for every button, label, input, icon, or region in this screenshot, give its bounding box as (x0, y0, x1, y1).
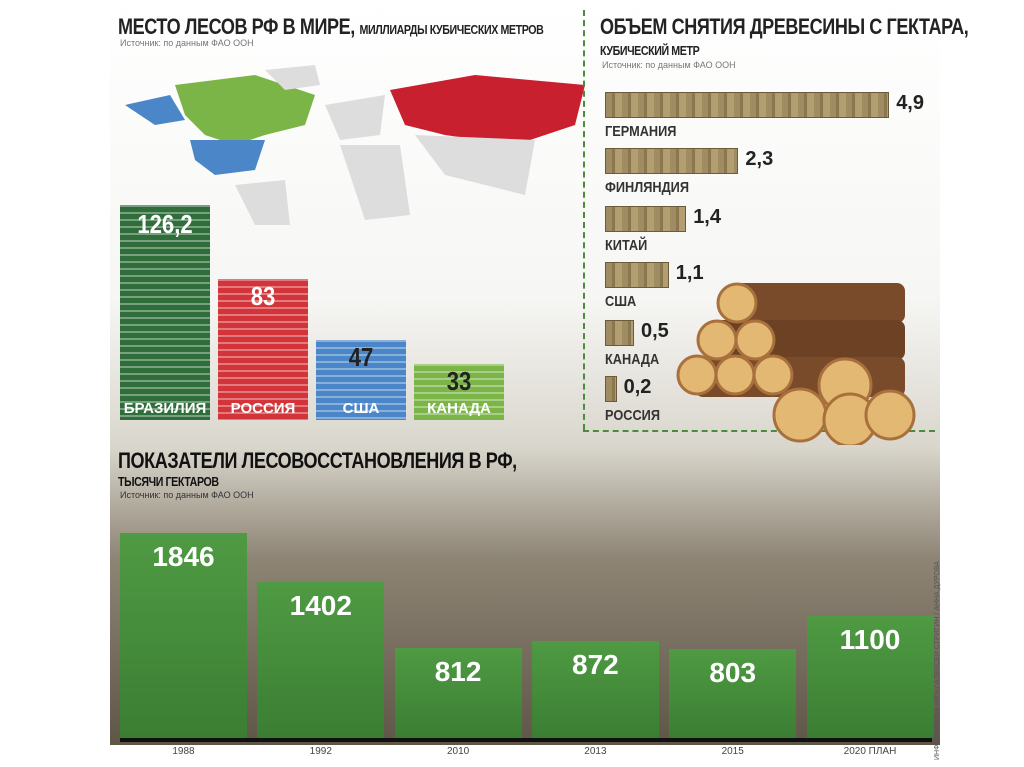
chart3-subtitle: ТЫСЯЧИ ГЕКТАРОВ (118, 474, 219, 489)
bar-year-3: 872 (531, 641, 659, 738)
world-map (125, 65, 585, 225)
bar-year-4: 803 (669, 648, 797, 738)
hbar-value: 0,2 (623, 376, 652, 398)
bar-label: РОССИЯ (230, 399, 296, 417)
hbar-label: США (605, 293, 637, 310)
bar-value: 83 (250, 280, 276, 311)
bar-value: 803 (709, 656, 757, 688)
credit: ИНФОГРАФИКА «РГ» / АЛЕКСЕЙ СТРИГИН / АНН… (934, 561, 941, 760)
bar-value: 1846 (152, 541, 215, 573)
year-label: 1992 (309, 746, 332, 757)
bar-value: 1402 (289, 590, 352, 622)
bar-year-0: 1846 (120, 533, 247, 738)
chart2-title: ОБЪЕМ СНЯТИЯ ДРЕВЕСИНЫ С ГЕКТАРА, (600, 14, 969, 39)
baseline (120, 738, 932, 742)
hbar-value: 0,5 (641, 320, 669, 342)
hbar-4 (605, 320, 634, 346)
hbar-3 (605, 262, 669, 288)
chart2-source: Источник: по данным ФАО ООН (602, 60, 736, 70)
hbar-2 (605, 206, 687, 232)
chart2-subtitle: КУБИЧЕСКИЙ МЕТР (600, 43, 700, 58)
bar-3: 33 КАНАДА (414, 363, 504, 420)
bar-2: 47 США (316, 340, 406, 420)
hbar-5 (605, 376, 617, 402)
hbar-label: ФИНЛЯНДИЯ (605, 179, 689, 196)
bar-year-1: 1402 (257, 582, 385, 738)
hbar-label: РОССИЯ (605, 407, 660, 424)
bar-year-5: 1100 (806, 615, 934, 738)
hbar-label: КИТАЙ (605, 237, 648, 254)
bar-value: 812 (434, 655, 482, 687)
bar-value: 47 (348, 342, 374, 373)
bar-label: США (342, 399, 380, 417)
hbar-label: КАНАДА (605, 351, 660, 368)
year-label: 2020 ПЛАН (843, 746, 897, 757)
hbar-label: ГЕРМАНИЯ (605, 123, 677, 140)
bar-0: 126,2 БРАЗИЛИЯ (120, 205, 210, 420)
bar-value: 126,2 (137, 209, 193, 240)
year-label: 1988 (172, 746, 195, 757)
divider-horizontal (583, 430, 935, 432)
year-label: 2010 (446, 746, 470, 757)
bar-1: 83 РОССИЯ (218, 278, 308, 420)
chart3-title: ПОКАЗАТЕЛИ ЛЕСОВОССТАНОВЛЕНИЯ В РФ, (118, 448, 517, 473)
bar-year-2: 812 (394, 647, 522, 738)
hbar-value: 1,1 (675, 262, 704, 284)
bar-value: 33 (446, 365, 472, 396)
bar-label: КАНАДА (427, 399, 491, 417)
hbar-value: 1,4 (693, 206, 721, 228)
bar-value: 1100 (839, 623, 901, 655)
hbar-value: 2,3 (745, 148, 774, 170)
bar-value: 872 (572, 649, 619, 681)
chart3-source: Источник: по данным ФАО ООН (120, 490, 254, 500)
year-label: 2015 (721, 746, 744, 757)
chart1-source: Источник: по данным ФАО ООН (120, 38, 254, 48)
bar-label: БРАЗИЛИЯ (123, 399, 207, 417)
hbar-1 (605, 148, 739, 174)
divider-vertical (583, 10, 585, 430)
hbar-0 (605, 92, 890, 118)
chart1-title: МЕСТО ЛЕСОВ РФ В МИРЕ, МИЛЛИАРДЫ КУБИЧЕС… (118, 14, 544, 39)
hbar-value: 4,9 (896, 92, 924, 114)
year-label: 2013 (584, 746, 607, 757)
logs-illustration (676, 282, 916, 445)
